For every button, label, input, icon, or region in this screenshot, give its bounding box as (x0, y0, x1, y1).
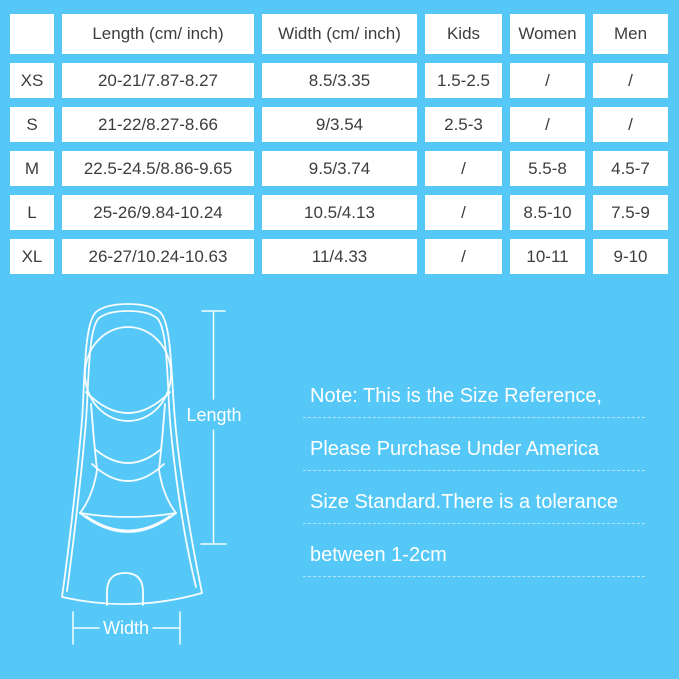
row-size-label: S (10, 107, 54, 142)
table-cell: 10-11 (510, 239, 585, 274)
row-size-label: M (10, 151, 54, 186)
instep-arc-upper (95, 449, 161, 464)
table-cell: 9.5/3.74 (262, 151, 417, 186)
table-cell: 21-22/8.27-8.66 (62, 107, 254, 142)
heel-arch (106, 572, 144, 606)
corner-header-cell (10, 14, 54, 54)
size-table: Length (cm/ inch) Width (cm/ inch) Kids Wom… (10, 14, 668, 274)
table-cell: 9-10 (593, 239, 668, 274)
column-header: Kids (425, 14, 502, 54)
foot-opening-rim (85, 391, 171, 414)
table-cell: / (510, 63, 585, 98)
pocket-side-left (79, 403, 98, 514)
width-dimension-line (72, 611, 181, 645)
table-cell: / (425, 151, 502, 186)
table-cell: / (425, 239, 502, 274)
table-cell: 9/3.54 (262, 107, 417, 142)
length-dimension-line (200, 310, 227, 545)
table-cell: 26-27/10.24-10.63 (62, 239, 254, 274)
note-line: Size Standard.There is a tolerance (303, 492, 645, 524)
table-cell: 1.5-2.5 (425, 63, 502, 98)
table-cell: 25-26/9.84-10.24 (62, 195, 254, 230)
table-cell: 10.5/4.13 (262, 195, 417, 230)
table-cell: 8.5/3.35 (262, 63, 417, 98)
fin-inner-outline (66, 310, 197, 592)
foot-opening-oval (84, 326, 172, 422)
row-size-label: XS (10, 63, 54, 98)
table-cell: 4.5-7 (593, 151, 668, 186)
note-line: Note: This is the Size Reference, (303, 386, 645, 418)
table-cell: 5.5-8 (510, 151, 585, 186)
table-cell: 11/4.33 (262, 239, 417, 274)
row-size-label: L (10, 195, 54, 230)
table-cell: / (510, 107, 585, 142)
width-label: Width (103, 618, 149, 638)
length-label: Length (186, 405, 241, 425)
note-line: between 1-2cm (303, 545, 645, 577)
table-cell: 2.5-3 (425, 107, 502, 142)
table-cell: / (593, 107, 668, 142)
heel-cup-bottom (79, 512, 177, 533)
pocket-side-right (158, 403, 177, 514)
note-line: Please Purchase Under America (303, 439, 645, 471)
row-size-label: XL (10, 239, 54, 274)
heel-cup-top (79, 512, 177, 518)
table-cell: / (425, 195, 502, 230)
column-header: Width (cm/ inch) (262, 14, 417, 54)
fin-outline (61, 303, 203, 605)
table-cell: 20-21/7.87-8.27 (62, 63, 254, 98)
table-cell: 8.5-10 (510, 195, 585, 230)
column-header: Women (510, 14, 585, 54)
instep-arc-lower (91, 463, 165, 482)
heel-cup-inner (85, 515, 171, 532)
note-block: Note: This is the Size Reference, Please … (303, 386, 645, 598)
table-cell: 22.5-24.5/8.86-9.65 (62, 151, 254, 186)
column-header: Men (593, 14, 668, 54)
table-cell: 7.5-9 (593, 195, 668, 230)
column-header: Length (cm/ inch) (62, 14, 254, 54)
table-cell: / (593, 63, 668, 98)
